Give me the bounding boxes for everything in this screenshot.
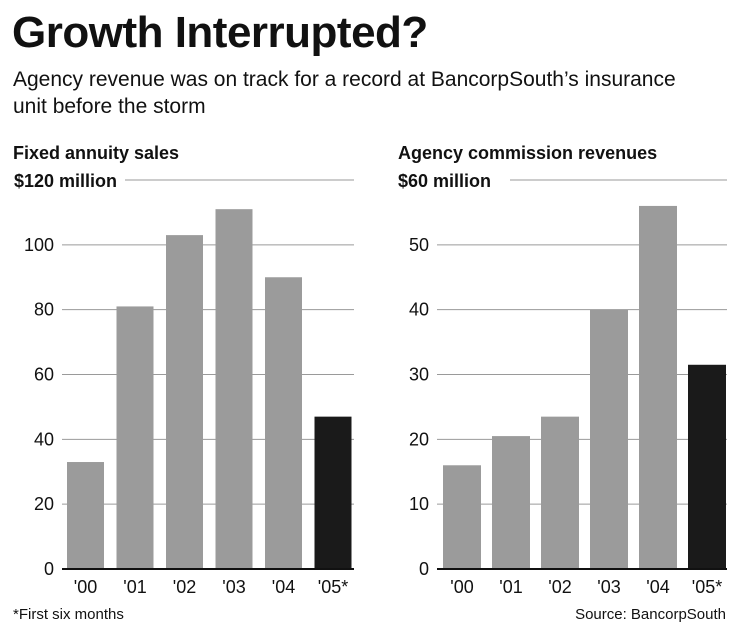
commission-category-label-4: '04 — [646, 577, 669, 597]
left-panel-title: Fixed annuity sales — [13, 143, 180, 163]
commission-bar-1 — [492, 436, 530, 569]
annuity-bar-2 — [166, 235, 203, 569]
annuity-tick-label-80: 80 — [34, 300, 54, 320]
commission-category-label-0: '00 — [450, 577, 473, 597]
annuity-tick-label-60: 60 — [34, 365, 54, 385]
annuity-tick-label-20: 20 — [34, 494, 54, 514]
annuity-bar-3 — [215, 209, 253, 570]
annuity-bar-0 — [67, 462, 104, 569]
commission-category-label-1: '01 — [499, 577, 522, 597]
annuity-top-label: $120 million — [14, 171, 117, 191]
annuity-bar-4 — [265, 277, 302, 569]
right-panel-title: Agency commission revenues — [398, 143, 658, 163]
annuity-tick-label-0: 0 — [44, 559, 54, 579]
commission-tick-label-50: 50 — [409, 235, 429, 255]
annuity-tick-label-100: 100 — [24, 235, 54, 255]
commission-category-label-5: '05* — [692, 577, 722, 597]
annuity-bar-5 — [314, 416, 352, 569]
chart-title: Growth Interrupted? — [12, 8, 428, 57]
footnote: *First six months — [13, 606, 124, 623]
commission-top-label: $60 million — [398, 171, 491, 191]
commission-bar-0 — [443, 465, 481, 569]
commission-bar-2 — [541, 416, 579, 569]
commission-tick-label-10: 10 — [409, 494, 429, 514]
annuity-category-label-0: '00 — [74, 577, 97, 597]
annuity-category-label-4: '04 — [272, 577, 295, 597]
annuity-category-label-2: '02 — [173, 577, 196, 597]
commission-tick-label-20: 20 — [409, 429, 429, 449]
annuity-bar-1 — [116, 306, 154, 569]
commission-tick-label-30: 30 — [409, 365, 429, 385]
annuity-category-label-5: '05* — [318, 577, 348, 597]
commission-category-label-3: '03 — [597, 577, 620, 597]
annuity-sales-chart: $120 million 0 20 40 60 80 100 '00 '01 '02 '03 '04 '… — [14, 171, 354, 597]
commission-category-label-2: '02 — [548, 577, 571, 597]
annuity-tick-label-40: 40 — [34, 429, 54, 449]
source-note: Source: BancorpSouth — [575, 606, 726, 623]
annuity-category-label-1: '01 — [123, 577, 146, 597]
commission-tick-label-40: 40 — [409, 300, 429, 320]
annuity-category-label-3: '03 — [222, 577, 245, 597]
commission-bar-4 — [639, 205, 677, 569]
commission-revenues-chart: $60 million 0 10 20 30 40 50 '00 '01 '02 '03 '04 '05… — [398, 171, 727, 597]
chart-subtitle: Agency revenue was on track for a record… — [13, 68, 676, 118]
commission-bar-5 — [688, 364, 726, 569]
commission-bar-3 — [590, 309, 628, 569]
commission-tick-label-0: 0 — [419, 559, 429, 579]
